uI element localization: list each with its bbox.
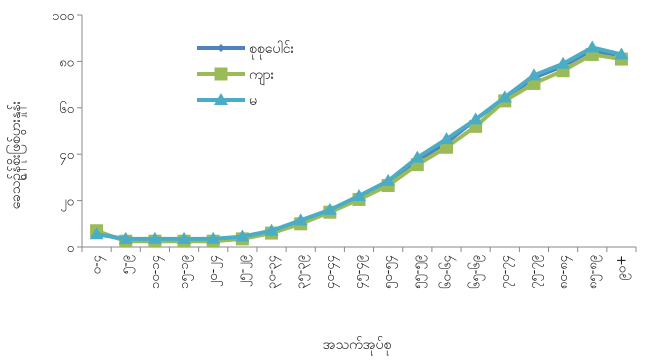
x-tick-label: ၃၅-၃၉ [294,255,311,289]
data-point [585,40,600,53]
x-tick-label: ၄၅-၄၉ [352,255,369,289]
legend-marker [217,44,225,52]
x-tick-label: ၉၀+ [614,255,631,281]
x-tick-label: ၆၀-၆၄ [438,254,456,289]
legend-marker [214,67,228,81]
x-tick-label: ၈၀-၈၄ [556,254,573,289]
data-point [118,231,133,244]
y-tick-label: ၂၀ [60,195,74,212]
x-tick-label: ၁၅-၁၉ [177,255,194,289]
series-line [95,52,622,244]
data-point [468,112,483,125]
x-tick-label: ၇၅-၇၉ [527,255,544,289]
x-tick-label: ၂၅-၂၉ [235,255,252,287]
series-triangle [89,40,629,244]
y-tick-label: ၁၀၀ [52,9,74,24]
y-tick-labels: ၀ ၂၀ ၄၀ ၆၀ ၈၀ ၁၀၀ [52,9,74,256]
y-axis-title: ခေသဉ်ွန်စိုးဖြစ်ပွားနှုန်း [7,100,26,209]
x-tick-label: ၀-၄ [90,254,107,274]
data-point [322,202,337,215]
data-point [614,47,629,60]
data-point [526,68,541,81]
legend-item: စုစုပေါင်း [197,41,295,59]
data-point [410,150,425,163]
data-point [147,231,162,244]
data-point [352,188,366,201]
legend-label: မ [249,93,257,109]
data-point [439,132,454,145]
legend: စုစုပေါင်းကျားမ [197,41,295,109]
x-tick-label: ၆၅-၆၉ [468,255,486,289]
x-axis-title: အသက်အုပ်စု [323,337,392,355]
data-point [206,231,221,244]
legend-item: ကျား [197,67,275,85]
legend-label: စုစုပေါင်း [249,41,295,59]
x-tick-label: ၁၀-၁၄ [148,254,165,289]
x-tick-label: ၅-၉ [119,255,136,274]
y-tick-label: ၈၀ [59,55,74,70]
x-tick-label: ၅၅-၅၉ [410,255,427,289]
series-diamond [92,45,626,245]
y-tick-label: ၆၀ [59,101,74,117]
data-point [381,173,396,186]
data-point [177,231,192,244]
x-tick-labels: ၀-၄ ၅-၉ ၁၀-၁၄ ၁၅-၁၉ ၂၀-၂၄ ၂၅-၂၉ ၃၀-၃၄ ၃၅-၃၉ ၄၀-၄… [90,254,632,289]
axes [77,14,637,252]
series-group [89,40,629,248]
data-point [235,229,250,242]
x-tick-label: ၈၅-၈၉ [585,255,602,289]
x-tick-label: ၂၀-၂၄ [206,254,223,287]
data-point [264,223,279,236]
legend-marker [214,93,228,105]
series-square [90,47,628,248]
legend-item: မ [197,93,257,109]
data-point [497,90,512,103]
y-tick-label: ၄၀ [59,148,74,165]
x-tick-label: ၇၀-၇၄ [498,254,515,289]
x-tick-label: ၃၀-၃၄ [265,254,282,289]
data-point [293,213,308,226]
x-tick-label: ၄၀-၄၄ [323,254,340,289]
data-point [89,227,104,240]
legend-label: ကျား [249,67,275,85]
data-point [556,56,571,69]
y-tick-label: ၀ [67,241,74,256]
x-tick-label: ၅၀-၅၄ [381,254,398,289]
